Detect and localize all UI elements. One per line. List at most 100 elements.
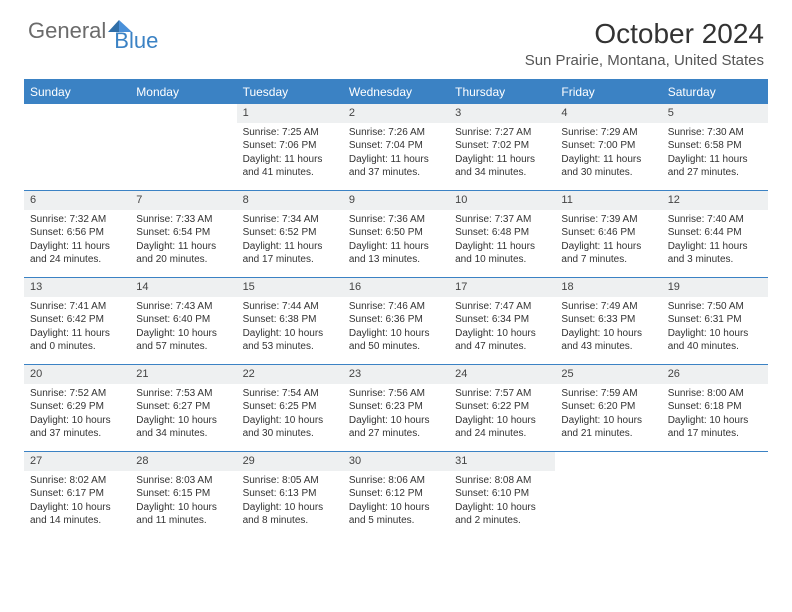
day-number: 2 [343, 104, 449, 123]
day-cell: 20Sunrise: 7:52 AMSunset: 6:29 PMDayligh… [24, 365, 130, 451]
daylight-text: Daylight: 11 hours and 20 minutes. [136, 240, 230, 267]
day-cell: 28Sunrise: 8:03 AMSunset: 6:15 PMDayligh… [130, 452, 236, 538]
daylight-text: Daylight: 11 hours and 27 minutes. [668, 153, 762, 180]
brand-part1: General [28, 18, 106, 44]
sunrise-text: Sunrise: 7:41 AM [30, 300, 124, 314]
daylight-text: Daylight: 10 hours and 40 minutes. [668, 327, 762, 354]
sunset-text: Sunset: 6:50 PM [349, 226, 443, 240]
empty-cell [662, 452, 768, 538]
title-block: October 2024 Sun Prairie, Montana, Unite… [525, 18, 764, 69]
sunrise-text: Sunrise: 7:54 AM [243, 387, 337, 401]
day-number: 21 [130, 365, 236, 384]
sunrise-text: Sunrise: 7:34 AM [243, 213, 337, 227]
sunrise-text: Sunrise: 8:08 AM [455, 474, 549, 488]
calendar: Sunday Monday Tuesday Wednesday Thursday… [24, 79, 768, 538]
daylight-text: Daylight: 10 hours and 2 minutes. [455, 501, 549, 528]
day-body: Sunrise: 8:03 AMSunset: 6:15 PMDaylight:… [130, 471, 236, 532]
sunrise-text: Sunrise: 7:59 AM [561, 387, 655, 401]
day-number: 4 [555, 104, 661, 123]
sunrise-text: Sunrise: 7:56 AM [349, 387, 443, 401]
daylight-text: Daylight: 10 hours and 17 minutes. [668, 414, 762, 441]
day-number: 29 [237, 452, 343, 471]
sunrise-text: Sunrise: 7:43 AM [136, 300, 230, 314]
sunset-text: Sunset: 6:22 PM [455, 400, 549, 414]
day-cell: 21Sunrise: 7:53 AMSunset: 6:27 PMDayligh… [130, 365, 236, 451]
day-number: 26 [662, 365, 768, 384]
day-cell: 12Sunrise: 7:40 AMSunset: 6:44 PMDayligh… [662, 191, 768, 277]
sunrise-text: Sunrise: 7:27 AM [455, 126, 549, 140]
sunset-text: Sunset: 6:34 PM [455, 313, 549, 327]
daylight-text: Daylight: 10 hours and 47 minutes. [455, 327, 549, 354]
day-header: Wednesday [343, 81, 449, 103]
daylight-text: Daylight: 10 hours and 57 minutes. [136, 327, 230, 354]
sunset-text: Sunset: 6:44 PM [668, 226, 762, 240]
daylight-text: Daylight: 10 hours and 14 minutes. [30, 501, 124, 528]
daylight-text: Daylight: 11 hours and 24 minutes. [30, 240, 124, 267]
day-number: 17 [449, 278, 555, 297]
daylight-text: Daylight: 10 hours and 8 minutes. [243, 501, 337, 528]
daylight-text: Daylight: 11 hours and 0 minutes. [30, 327, 124, 354]
sunset-text: Sunset: 6:54 PM [136, 226, 230, 240]
sunset-text: Sunset: 6:42 PM [30, 313, 124, 327]
day-header: Friday [555, 81, 661, 103]
day-cell: 7Sunrise: 7:33 AMSunset: 6:54 PMDaylight… [130, 191, 236, 277]
week-row: 13Sunrise: 7:41 AMSunset: 6:42 PMDayligh… [24, 277, 768, 364]
location-text: Sun Prairie, Montana, United States [525, 52, 764, 69]
day-number: 30 [343, 452, 449, 471]
sunset-text: Sunset: 6:38 PM [243, 313, 337, 327]
week-row: 27Sunrise: 8:02 AMSunset: 6:17 PMDayligh… [24, 451, 768, 538]
day-number: 27 [24, 452, 130, 471]
sunset-text: Sunset: 6:18 PM [668, 400, 762, 414]
sunset-text: Sunset: 7:00 PM [561, 139, 655, 153]
day-number: 6 [24, 191, 130, 210]
sunrise-text: Sunrise: 8:02 AM [30, 474, 124, 488]
day-cell: 18Sunrise: 7:49 AMSunset: 6:33 PMDayligh… [555, 278, 661, 364]
day-number: 3 [449, 104, 555, 123]
day-body: Sunrise: 7:37 AMSunset: 6:48 PMDaylight:… [449, 210, 555, 271]
day-body: Sunrise: 7:26 AMSunset: 7:04 PMDaylight:… [343, 123, 449, 184]
day-body: Sunrise: 7:27 AMSunset: 7:02 PMDaylight:… [449, 123, 555, 184]
sunrise-text: Sunrise: 7:44 AM [243, 300, 337, 314]
day-body: Sunrise: 7:56 AMSunset: 6:23 PMDaylight:… [343, 384, 449, 445]
day-body: Sunrise: 7:47 AMSunset: 6:34 PMDaylight:… [449, 297, 555, 358]
sunset-text: Sunset: 6:27 PM [136, 400, 230, 414]
day-header: Tuesday [237, 81, 343, 103]
day-body: Sunrise: 7:32 AMSunset: 6:56 PMDaylight:… [24, 210, 130, 271]
day-body: Sunrise: 7:25 AMSunset: 7:06 PMDaylight:… [237, 123, 343, 184]
day-body: Sunrise: 7:43 AMSunset: 6:40 PMDaylight:… [130, 297, 236, 358]
sunrise-text: Sunrise: 7:36 AM [349, 213, 443, 227]
sunrise-text: Sunrise: 7:33 AM [136, 213, 230, 227]
sunrise-text: Sunrise: 8:05 AM [243, 474, 337, 488]
daylight-text: Daylight: 11 hours and 13 minutes. [349, 240, 443, 267]
day-number: 19 [662, 278, 768, 297]
day-cell: 27Sunrise: 8:02 AMSunset: 6:17 PMDayligh… [24, 452, 130, 538]
day-body: Sunrise: 7:34 AMSunset: 6:52 PMDaylight:… [237, 210, 343, 271]
day-number: 15 [237, 278, 343, 297]
week-row: 1Sunrise: 7:25 AMSunset: 7:06 PMDaylight… [24, 103, 768, 190]
month-title: October 2024 [525, 18, 764, 50]
day-body: Sunrise: 7:57 AMSunset: 6:22 PMDaylight:… [449, 384, 555, 445]
day-number: 31 [449, 452, 555, 471]
sunrise-text: Sunrise: 7:32 AM [30, 213, 124, 227]
week-row: 20Sunrise: 7:52 AMSunset: 6:29 PMDayligh… [24, 364, 768, 451]
daylight-text: Daylight: 10 hours and 50 minutes. [349, 327, 443, 354]
sunset-text: Sunset: 7:02 PM [455, 139, 549, 153]
day-header-row: Sunday Monday Tuesday Wednesday Thursday… [24, 81, 768, 103]
sunrise-text: Sunrise: 7:40 AM [668, 213, 762, 227]
day-cell: 8Sunrise: 7:34 AMSunset: 6:52 PMDaylight… [237, 191, 343, 277]
day-cell: 30Sunrise: 8:06 AMSunset: 6:12 PMDayligh… [343, 452, 449, 538]
sunset-text: Sunset: 6:31 PM [668, 313, 762, 327]
day-cell: 29Sunrise: 8:05 AMSunset: 6:13 PMDayligh… [237, 452, 343, 538]
sunset-text: Sunset: 6:15 PM [136, 487, 230, 501]
day-number: 18 [555, 278, 661, 297]
day-cell: 14Sunrise: 7:43 AMSunset: 6:40 PMDayligh… [130, 278, 236, 364]
day-body: Sunrise: 7:40 AMSunset: 6:44 PMDaylight:… [662, 210, 768, 271]
day-cell: 10Sunrise: 7:37 AMSunset: 6:48 PMDayligh… [449, 191, 555, 277]
day-number: 12 [662, 191, 768, 210]
day-body: Sunrise: 7:30 AMSunset: 6:58 PMDaylight:… [662, 123, 768, 184]
sunset-text: Sunset: 6:33 PM [561, 313, 655, 327]
daylight-text: Daylight: 11 hours and 37 minutes. [349, 153, 443, 180]
day-cell: 31Sunrise: 8:08 AMSunset: 6:10 PMDayligh… [449, 452, 555, 538]
day-cell: 9Sunrise: 7:36 AMSunset: 6:50 PMDaylight… [343, 191, 449, 277]
day-body: Sunrise: 8:06 AMSunset: 6:12 PMDaylight:… [343, 471, 449, 532]
